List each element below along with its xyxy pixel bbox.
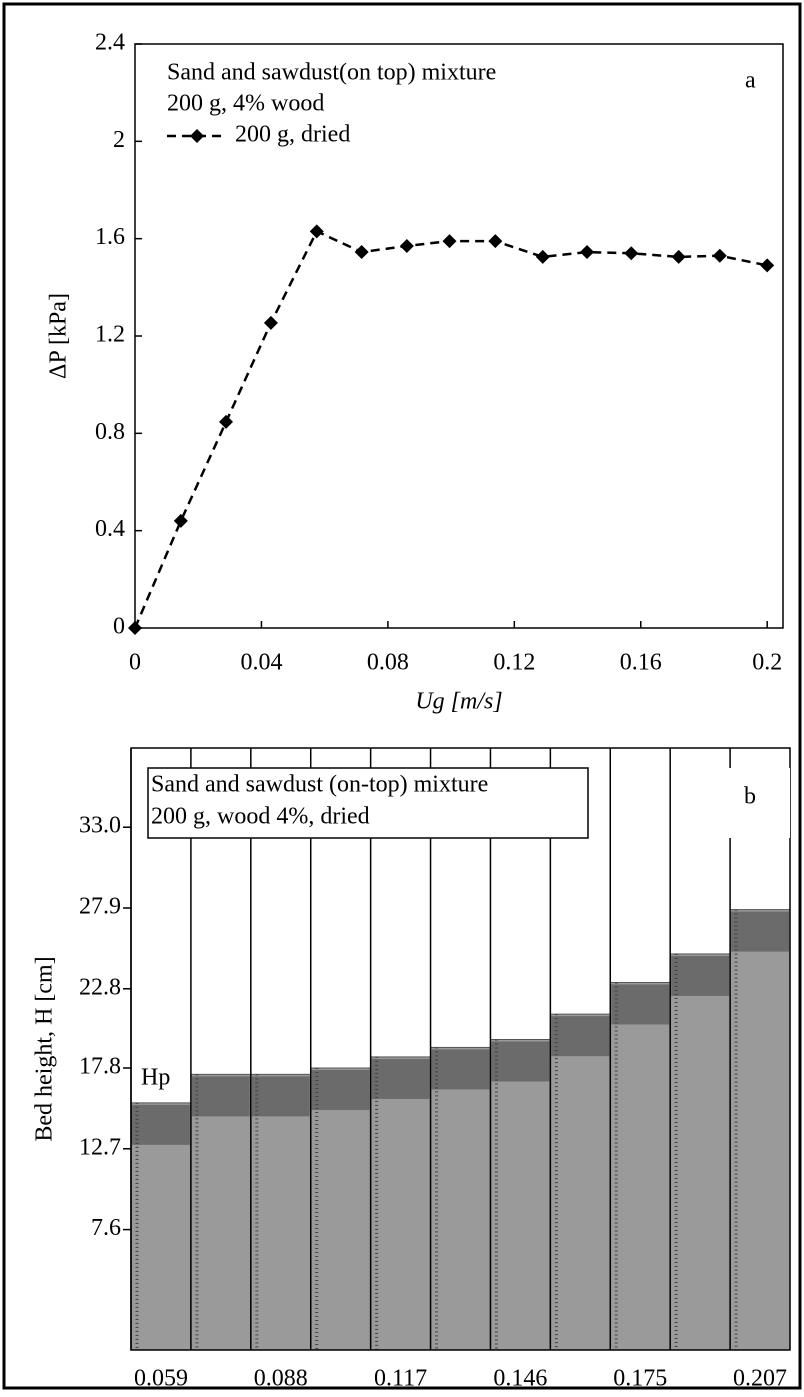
- data-point: [488, 234, 503, 249]
- bed-dense-zone: [671, 955, 730, 996]
- bed-column: [549, 1013, 611, 1351]
- y-axis-label: ΔP [kPa]: [46, 293, 72, 379]
- data-point: [712, 248, 727, 263]
- data-point: [535, 249, 550, 264]
- x-axis-label: Ug [m/s]: [415, 689, 502, 715]
- y-tick-label: 2.4: [95, 30, 125, 56]
- annotation: 200 g, 4% wood: [167, 91, 324, 117]
- data-point: [309, 224, 324, 239]
- data-point: [219, 414, 234, 429]
- bed-dense-zone: [611, 984, 670, 1025]
- data-point: [399, 238, 414, 253]
- data-point: [442, 234, 457, 249]
- y-tick-label: 12.7: [79, 1134, 121, 1160]
- bed-column: [310, 1067, 372, 1351]
- data-point: [173, 513, 188, 528]
- bed-dense-zone: [551, 1016, 610, 1057]
- y-tick-label: 7.6: [91, 1215, 121, 1241]
- x-tick-label: 0.04: [240, 650, 282, 676]
- y-tick-label: 1.2: [95, 322, 125, 348]
- x-tick-label: 0.088: [254, 1366, 308, 1392]
- y-tick-label: 33.0: [79, 813, 121, 839]
- x-tick-label: 0.12: [493, 650, 535, 676]
- bed-column: [669, 953, 731, 1351]
- annotation: Sand and sawdust(on top) mixture: [167, 60, 496, 86]
- y-tick-label: 1.6: [95, 224, 125, 250]
- x-tick-label: 0.059: [134, 1366, 188, 1392]
- annotation: Hp: [141, 1064, 170, 1090]
- bed-dense-zone: [731, 911, 789, 952]
- panel-label-box: [728, 768, 790, 838]
- annotation: Sand and sawdust (on-top) mixture: [151, 772, 488, 798]
- annotation-box: [147, 767, 589, 839]
- x-tick-label: 0.2: [752, 650, 782, 676]
- data-point: [580, 245, 595, 260]
- bed-column: [609, 981, 671, 1351]
- x-tick-label: 0.175: [613, 1366, 667, 1392]
- y-tick-label: 0.4: [95, 516, 125, 542]
- y-tick-label: 2: [113, 127, 125, 153]
- x-tick-label: 0.16: [620, 650, 662, 676]
- data-point: [671, 249, 686, 264]
- series-line: [133, 229, 768, 629]
- bed-column: [370, 1056, 432, 1351]
- data-point: [263, 315, 278, 330]
- legend-label: 200 g, dried: [235, 122, 350, 148]
- bed-dense-zone: [251, 1076, 310, 1117]
- data-point: [624, 246, 639, 261]
- plot-frame: [130, 747, 791, 1351]
- bed-dense-zone: [371, 1058, 430, 1099]
- y-tick-label: 0: [113, 614, 125, 640]
- y-tick-label: 27.9: [79, 894, 121, 920]
- plot-frame: [134, 43, 784, 629]
- bed-column: [430, 1046, 491, 1351]
- bed-dense-zone: [311, 1070, 370, 1111]
- panel-label: a: [745, 68, 756, 94]
- bed-column: [489, 1038, 551, 1351]
- bed-dense-zone: [132, 1104, 190, 1145]
- y-tick-label: 0.8: [95, 419, 125, 445]
- x-tick-label: 0.146: [493, 1366, 547, 1392]
- annotation: 200 g, wood 4%, dried: [151, 804, 370, 830]
- y-tick-label: 22.8: [79, 974, 121, 1000]
- panel-label: b: [744, 784, 756, 810]
- x-tick-label: 0.08: [367, 650, 409, 676]
- bed-dense-zone: [431, 1049, 490, 1090]
- legend-marker: [190, 129, 204, 143]
- x-tick-label: 0: [129, 650, 141, 676]
- bed-dense-zone: [191, 1076, 250, 1117]
- x-tick-label: 0.207: [733, 1366, 787, 1392]
- data-point: [760, 258, 775, 273]
- bed-dense-zone: [491, 1041, 550, 1082]
- y-axis-label: Bed height, H [cm]: [32, 956, 58, 1141]
- y-tick-label: 17.8: [79, 1054, 121, 1080]
- bed-column: [729, 909, 791, 1351]
- data-point: [128, 621, 142, 635]
- x-tick-label: 0.117: [374, 1366, 427, 1392]
- data-point: [354, 245, 369, 260]
